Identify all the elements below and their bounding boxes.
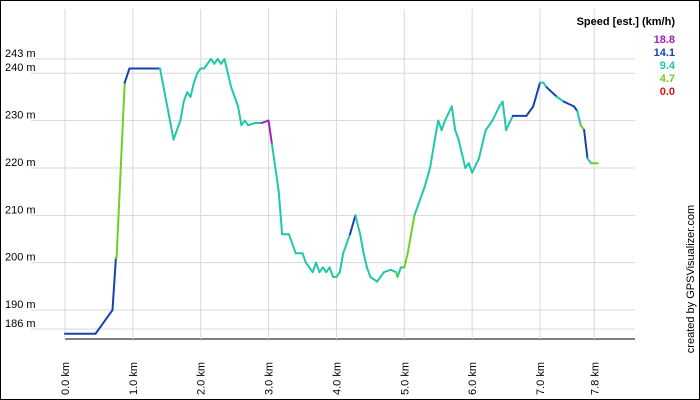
line-segment — [433, 119, 440, 141]
line-segment — [359, 233, 365, 255]
line-segment — [457, 138, 463, 155]
line-segment — [416, 185, 426, 207]
legend-value: 0.0 — [660, 86, 675, 98]
x-tick-label: 3.0 km — [264, 362, 276, 395]
y-tick-label: 200 m — [5, 252, 36, 264]
elevation-series — [64, 58, 599, 335]
line-segment — [555, 95, 565, 103]
x-axis-ticks: 0.0 km 1.0 km 2.0 km 3.0 km 4.0 km 5.0 km 6.0 … — [60, 362, 601, 395]
line-segment — [111, 256, 117, 312]
line-segment — [311, 261, 318, 274]
line-segment — [328, 266, 335, 278]
line-segment — [444, 105, 453, 122]
credit-text: created by GPSVisualizer.com — [685, 205, 697, 353]
line-segment — [382, 268, 392, 274]
y-tick-label: 186 m — [5, 318, 36, 330]
legend-value: 9.4 — [660, 60, 676, 72]
line-segment — [423, 166, 432, 188]
line-segment — [270, 143, 280, 193]
line-segment — [454, 129, 460, 141]
line-segment — [532, 81, 541, 108]
line-segment — [123, 67, 131, 84]
x-tick-label: 4.0 km — [331, 362, 343, 395]
line-segment — [354, 214, 362, 236]
line-segment — [491, 105, 501, 122]
line-segment — [223, 58, 229, 75]
line-segment — [440, 119, 446, 132]
line-segment — [189, 81, 195, 98]
line-segment — [525, 105, 535, 117]
line-segment — [413, 204, 419, 217]
line-segment — [403, 252, 409, 269]
line-segment — [315, 261, 321, 274]
line-segment — [267, 119, 273, 146]
legend-title: Speed [est.] (km/h) — [577, 16, 676, 28]
y-tick-label: 230 m — [5, 110, 36, 122]
y-tick-label: 190 m — [5, 299, 36, 311]
line-segment — [501, 100, 508, 132]
x-tick-label: 7.0 km — [535, 362, 547, 395]
y-tick-label: 243 m — [5, 48, 36, 60]
line-segment — [301, 252, 307, 264]
y-tick-label: 240 m — [5, 62, 36, 74]
line-segment — [233, 95, 240, 108]
line-segment — [287, 233, 297, 255]
line-segment — [376, 271, 385, 283]
line-segment — [450, 105, 457, 132]
x-tick-label: 2.0 km — [196, 362, 208, 395]
line-segment — [437, 119, 443, 132]
line-segment — [349, 214, 357, 236]
y-tick-label: 210 m — [5, 204, 36, 216]
line-segment — [545, 86, 558, 98]
line-segment — [583, 129, 589, 160]
line-segment — [365, 266, 372, 278]
line-segment — [362, 252, 368, 269]
x-tick-label: 5.0 km — [399, 362, 411, 395]
speed-legend: Speed [est.] (km/h) 18.814.19.44.70.0 — [577, 16, 676, 98]
x-tick-label: 0.0 km — [60, 362, 72, 395]
line-segment — [226, 72, 233, 89]
line-segment — [460, 152, 467, 169]
line-segment — [277, 190, 284, 236]
x-tick-label: 6.0 km — [467, 362, 479, 395]
line-segment — [338, 252, 345, 274]
line-segment — [576, 110, 582, 127]
line-segment — [471, 157, 480, 174]
grid — [31, 9, 635, 340]
line-segment — [230, 86, 236, 98]
y-tick-label: 220 m — [5, 157, 36, 169]
line-segment — [396, 266, 402, 278]
line-segment — [505, 114, 514, 132]
line-segment — [247, 121, 256, 127]
legend-value: 18.8 — [654, 34, 675, 46]
y-axis-ticks: 186 m 190 m 200 m 210 m 220 m 230 m 240 m 243 m — [5, 48, 36, 330]
line-segment — [172, 119, 182, 141]
x-tick-label: 7.8 km — [589, 362, 601, 395]
line-segment — [467, 162, 474, 174]
x-tick-label: 1.0 km — [128, 362, 140, 395]
line-segment — [477, 129, 487, 160]
line-segment — [260, 119, 270, 124]
line-segment — [182, 91, 189, 103]
line-segment — [429, 138, 436, 169]
line-segment — [237, 105, 243, 127]
line-segment — [94, 309, 114, 335]
legend-value: 14.1 — [654, 47, 675, 59]
line-segment — [159, 67, 175, 141]
line-segment — [192, 72, 199, 84]
line-segment — [179, 100, 185, 122]
line-segment — [342, 233, 351, 255]
line-segment — [406, 214, 416, 255]
line-segment — [115, 81, 126, 259]
legend-value: 4.7 — [660, 73, 675, 85]
line-segment — [484, 119, 494, 132]
line-segment — [562, 100, 575, 108]
line-segment — [369, 275, 379, 283]
